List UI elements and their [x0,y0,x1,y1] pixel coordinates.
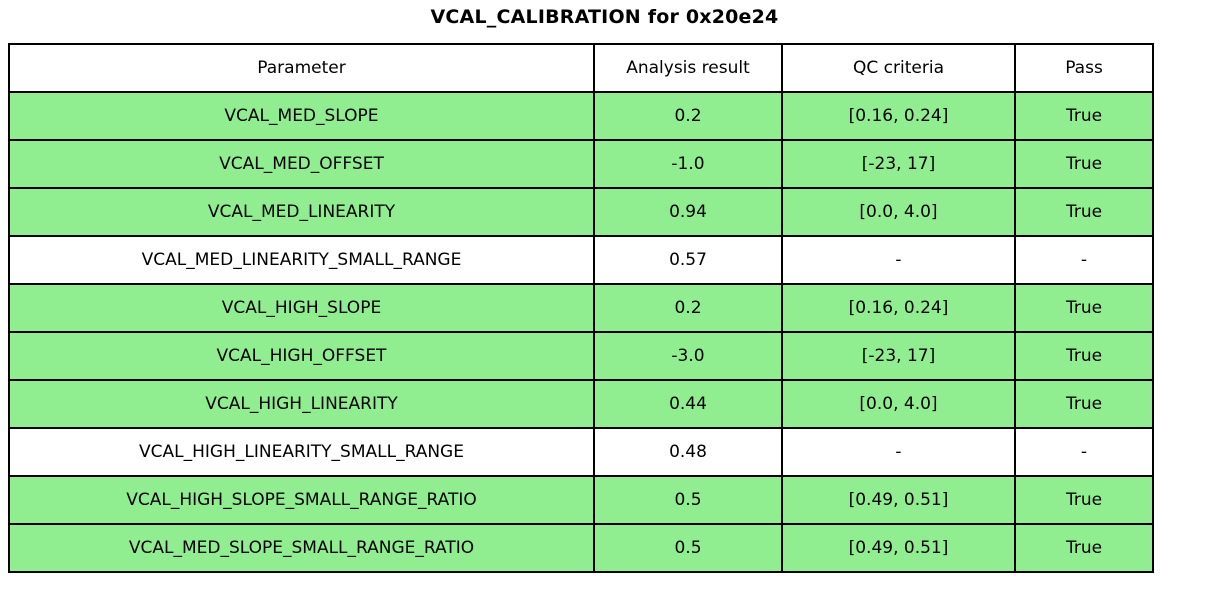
column-header-analysis-result: Analysis result [593,43,783,93]
page-title: VCAL_CALIBRATION for 0x20e24 [430,6,779,28]
parameter-cell: VCAL_HIGH_SLOPE_SMALL_RANGE_RATIO [8,475,595,525]
column-header-parameter: Parameter [8,43,595,93]
qc-criteria-cell: [0.0, 4.0] [781,187,1016,237]
table-row: VCAL_MED_LINEARITY_SMALL_RANGE 0.57- - [8,235,1154,285]
parameter-cell: VCAL_MED_LINEARITY_SMALL_RANGE [8,235,595,285]
column-header-qc-criteria: QC criteria [781,43,1016,93]
parameter-cell: VCAL_HIGH_LINEARITY_SMALL_RANGE [8,427,595,477]
table-row: VCAL_HIGH_SLOPE_SMALL_RANGE_RATIO 0.5 [0.4… [8,475,1154,525]
qc-criteria-cell: [-23, 17] [781,331,1016,381]
table-row: VCAL_MED_SLOPE_SMALL_RANGE_RATIO 0.5 [0.49… [8,523,1154,573]
parameter-cell: VCAL_HIGH_OFFSET [8,331,595,381]
qc-criteria-cell: [0.49, 0.51] [781,523,1016,573]
column-header-pass: Pass [1014,43,1154,93]
table-row: VCAL_HIGH_LINEARITY_SMALL_RANGE 0.48- - [8,427,1154,477]
analysis-result-cell: 0.5 [593,523,783,573]
qc-criteria-cell: [0.49, 0.51] [781,475,1016,525]
pass-cell: True [1014,331,1154,381]
parameter-cell: VCAL_MED_LINEARITY [8,187,595,237]
table-row: VCAL_HIGH_LINEARITY 0.44 [0.0, 4.0] True [8,379,1154,429]
table-body: VCAL_MED_SLOPE 0.2 [0.16, 0.24] True VCAL_ME… [8,91,1154,573]
parameter-cell: VCAL_MED_SLOPE [8,91,595,141]
qc-criteria-cell: [0.0, 4.0] [781,379,1016,429]
qc-criteria-cell: [0.16, 0.24] [781,283,1016,333]
analysis-result-cell: -3.0 [593,331,783,381]
qc-criteria-cell: - [781,427,1016,477]
table-row: VCAL_MED_LINEARITY 0.94 [0.0, 4.0] True [8,187,1154,237]
pass-cell: True [1014,475,1154,525]
pass-cell: - [1014,427,1154,477]
qc-results-table: Parameter Analysis result QC criteria Pa… [8,43,1154,573]
qc-criteria-cell: [-23, 17] [781,139,1016,189]
pass-cell: True [1014,523,1154,573]
analysis-result-cell: 0.48 [593,427,783,477]
analysis-result-cell: -1.0 [593,139,783,189]
table-row: VCAL_MED_OFFSET -1.0 [-23, 17] True [8,139,1154,189]
table-row: VCAL_HIGH_OFFSET -3.0 [-23, 17] True [8,331,1154,381]
pass-cell: True [1014,379,1154,429]
pass-cell: True [1014,187,1154,237]
analysis-result-cell: 0.2 [593,283,783,333]
analysis-result-cell: 0.44 [593,379,783,429]
parameter-cell: VCAL_HIGH_SLOPE [8,283,595,333]
pass-cell: - [1014,235,1154,285]
qc-criteria-cell: [0.16, 0.24] [781,91,1016,141]
pass-cell: True [1014,139,1154,189]
table-row: VCAL_HIGH_SLOPE 0.2 [0.16, 0.24] True [8,283,1154,333]
analysis-result-cell: 0.5 [593,475,783,525]
analysis-result-cell: 0.57 [593,235,783,285]
pass-cell: True [1014,283,1154,333]
pass-cell: True [1014,91,1154,141]
table-row: VCAL_MED_SLOPE 0.2 [0.16, 0.24] True [8,91,1154,141]
analysis-result-cell: 0.2 [593,91,783,141]
parameter-cell: VCAL_HIGH_LINEARITY [8,379,595,429]
analysis-result-cell: 0.94 [593,187,783,237]
table-header-row: Parameter Analysis result QC criteria Pa… [8,43,1154,93]
parameter-cell: VCAL_MED_OFFSET [8,139,595,189]
qc-criteria-cell: - [781,235,1016,285]
parameter-cell: VCAL_MED_SLOPE_SMALL_RANGE_RATIO [8,523,595,573]
